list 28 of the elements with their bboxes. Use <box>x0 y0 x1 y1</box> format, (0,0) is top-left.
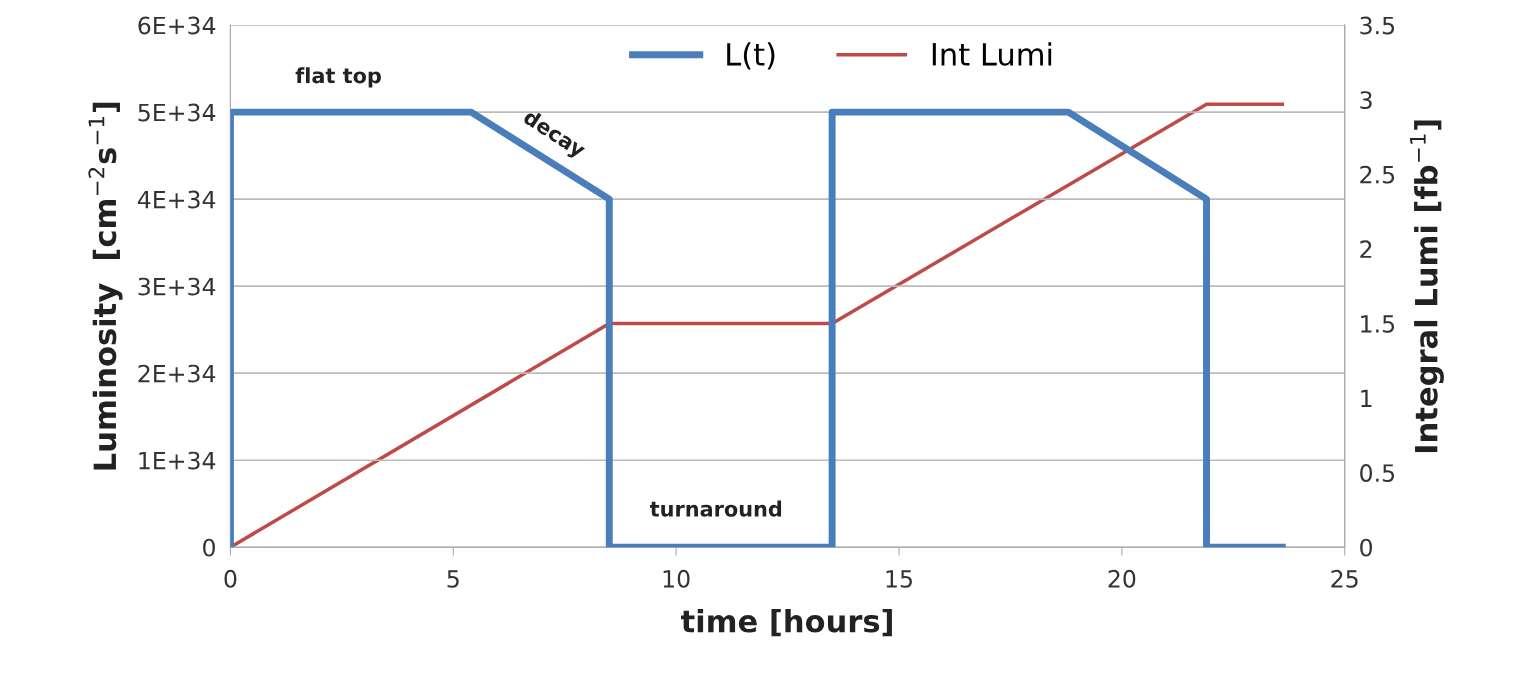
y-tick-label: 0 <box>203 538 215 557</box>
x-tick-label: 0 <box>224 569 237 588</box>
y2-tick-label: 1.5 <box>1361 315 1395 333</box>
y2-tick-label: 3 <box>1360 91 1372 110</box>
y-axis-title: Luminosity [cm$^{−2}$s$^{−1}$] <box>88 102 123 470</box>
y-tick-label: 5E+34 <box>138 103 216 122</box>
y-tick-label: 6E+34 <box>138 16 216 35</box>
x-tick-label: 15 <box>886 570 912 588</box>
x-tick-label: 25 <box>1331 569 1358 588</box>
y2-tick-label: 3.5 <box>1360 16 1395 35</box>
x-tick-label: 20 <box>1108 569 1136 588</box>
y2-tick-label: 2 <box>1360 240 1372 258</box>
annotation: turnaround <box>649 500 782 517</box>
y-tick-label: 3E+34 <box>138 277 216 296</box>
y-tick-label: 2E+34 <box>138 364 216 383</box>
y2-axis-title: Integral Lumi [fb$^{−1}$] <box>1410 120 1444 453</box>
y2-tick-label: 0.5 <box>1360 464 1395 482</box>
x-axis-title: time [hours] <box>680 608 892 637</box>
y2-tick-label: 0 <box>1360 538 1373 557</box>
annotation: flat top <box>295 67 381 88</box>
legend-label: Int Lumi <box>932 42 1052 66</box>
legend-label: L(t) <box>727 42 775 70</box>
y-tick-label: 4E+34 <box>137 190 216 209</box>
y2-tick-label: 2.5 <box>1360 165 1395 184</box>
y-tick-label: 1E+34 <box>139 451 216 470</box>
x-tick-label: 10 <box>663 569 690 588</box>
x-tick-label: 5 <box>447 570 459 588</box>
y2-tick-label: 1 <box>1361 389 1372 408</box>
